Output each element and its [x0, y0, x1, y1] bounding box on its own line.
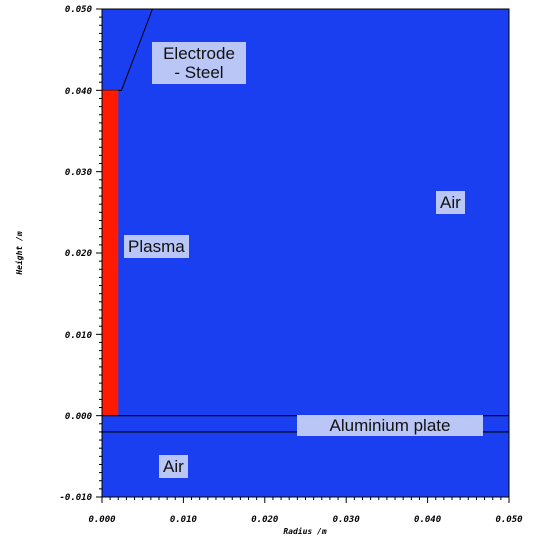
plasma-label: Plasma	[124, 235, 189, 258]
x-tick-label: 0.030	[333, 515, 361, 525]
y-tick-label: 0.010	[65, 331, 93, 341]
y-tick-label: -0.010	[59, 493, 92, 503]
x-tick-label: 0.020	[251, 515, 279, 525]
x-tick-labels: 0.000 0.010 0.020 0.030 0.040 0.050	[88, 515, 523, 525]
x-tick-label: 0.050	[495, 515, 523, 525]
x-tick-label: 0.010	[170, 515, 198, 525]
y-tick-label: 0.030	[65, 168, 93, 178]
x-tick-label: 0.000	[88, 515, 116, 525]
plasma-region	[102, 90, 119, 416]
y-tick-label: 0.040	[65, 87, 93, 97]
y-tick-label: 0.020	[65, 249, 93, 259]
air-upper-label: Air	[436, 191, 465, 214]
y-axis-title: Height /m	[14, 231, 24, 276]
aluminium-plate-label: Aluminium plate	[297, 415, 483, 436]
y-tick-label: 0.050	[65, 5, 93, 15]
x-axis-title: Radius /m	[283, 526, 327, 536]
y-tick-label: 0.000	[65, 412, 93, 422]
axis-tick-marks	[96, 8, 510, 503]
air-lower-label: Air	[159, 455, 188, 478]
x-tick-label: 0.040	[414, 515, 442, 525]
y-tick-labels: 0.050 0.040 0.030 0.020 0.010 0.000 -0.0…	[59, 5, 92, 503]
electrode-steel-label: Electrode - Steel	[152, 42, 246, 84]
